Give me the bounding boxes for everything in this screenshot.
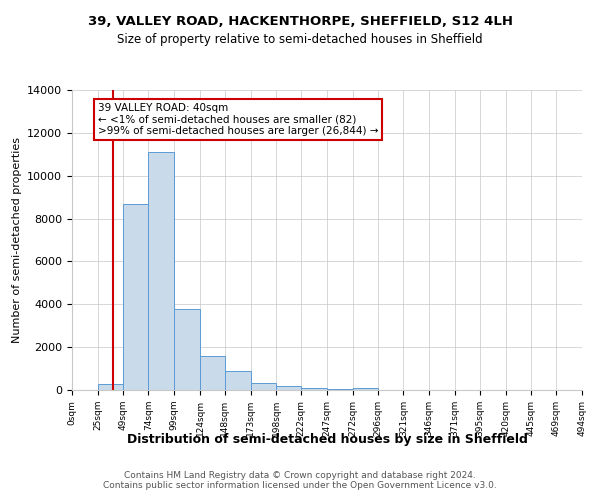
Bar (122, 204, 148, 390)
Bar (327, 388, 353, 390)
Bar (98, 384, 122, 390)
Bar (353, 388, 377, 390)
Bar (251, 382, 277, 390)
Text: Contains HM Land Registry data © Crown copyright and database right 2024.
Contai: Contains HM Land Registry data © Crown c… (103, 470, 497, 490)
Bar (174, 308, 200, 390)
Bar (277, 386, 301, 390)
Text: 39 VALLEY ROAD: 40sqm
← <1% of semi-detached houses are smaller (82)
>99% of sem: 39 VALLEY ROAD: 40sqm ← <1% of semi-deta… (98, 103, 379, 136)
Bar (225, 370, 251, 390)
Bar (301, 388, 327, 390)
Text: 39, VALLEY ROAD, HACKENTHORPE, SHEFFIELD, S12 4LH: 39, VALLEY ROAD, HACKENTHORPE, SHEFFIELD… (88, 15, 512, 28)
Text: Size of property relative to semi-detached houses in Sheffield: Size of property relative to semi-detach… (117, 32, 483, 46)
Y-axis label: Number of semi-detached properties: Number of semi-detached properties (11, 137, 22, 343)
Text: Distribution of semi-detached houses by size in Sheffield: Distribution of semi-detached houses by … (127, 432, 527, 446)
Bar (148, 152, 174, 390)
Bar (200, 356, 225, 390)
